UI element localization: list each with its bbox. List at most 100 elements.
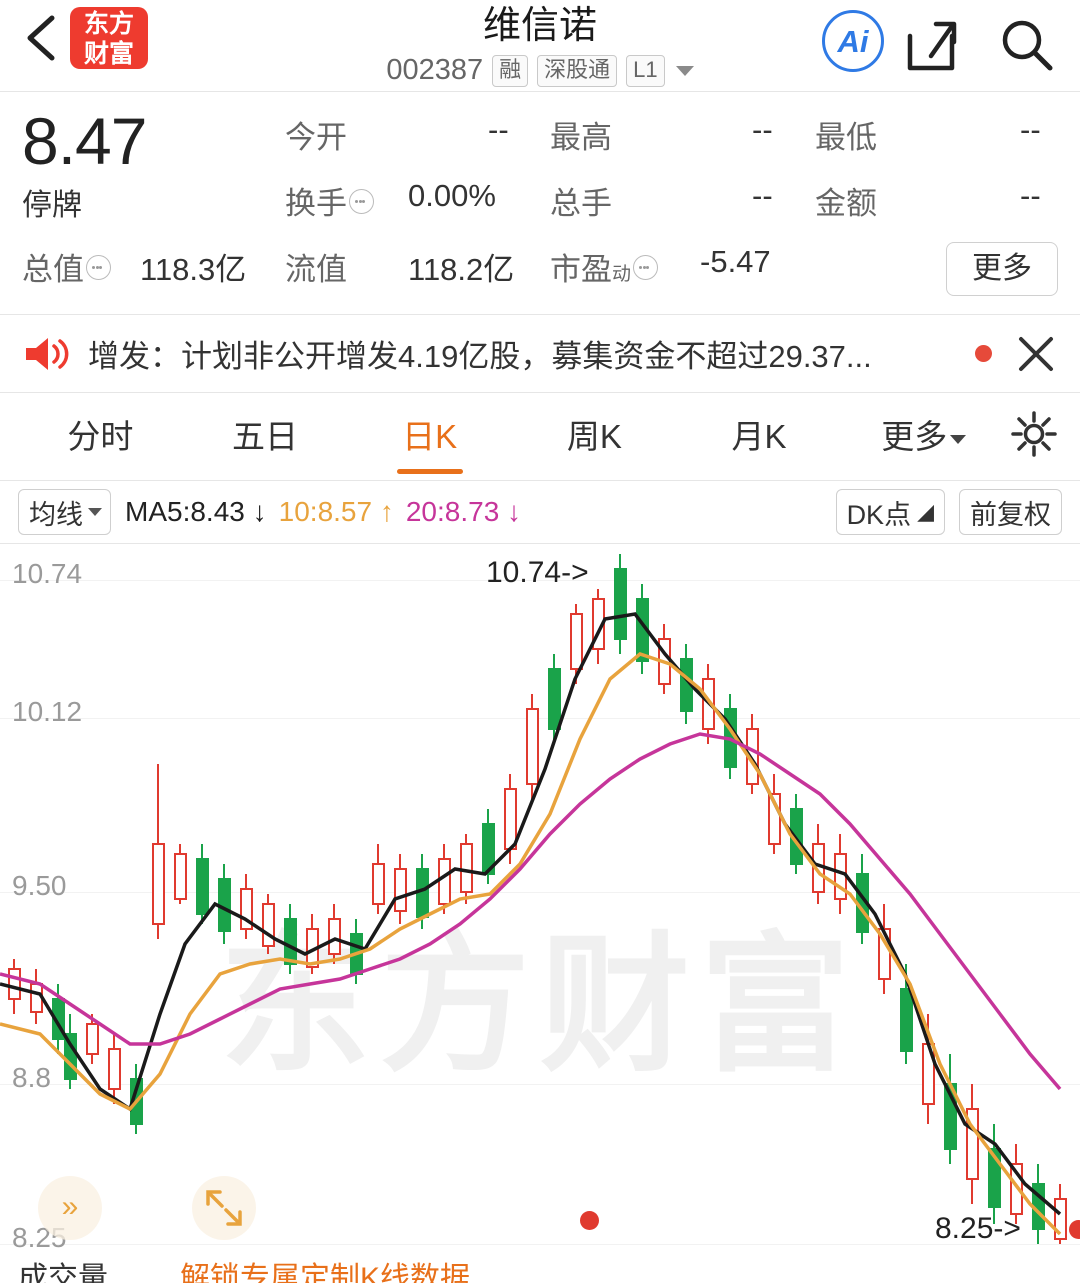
volume-row: 总手 (550, 178, 612, 223)
pe-value-wrap: -5.47 (700, 244, 771, 280)
open-value-wrap: -- (488, 112, 509, 148)
chart-period-tabs: 分时 五日 日K 周K 月K 更多 (0, 393, 1080, 481)
tab-five-day-label: 五日 (232, 418, 298, 455)
volume-value-wrap: -- (752, 178, 773, 214)
speaker-icon (22, 334, 74, 374)
gridline (0, 1084, 1080, 1085)
pe-row: 市盈 动 (550, 244, 659, 289)
chevron-down-icon (88, 508, 102, 516)
tab-weekly-k[interactable]: 周K (512, 393, 677, 480)
open-row: 今开 (285, 112, 347, 157)
high-row: 最高 (550, 112, 612, 157)
tab-more[interactable]: 更多 (841, 393, 1006, 480)
adjust-button[interactable]: 前复权 (959, 489, 1062, 535)
chevron-left-icon (27, 15, 55, 61)
gridline (0, 580, 1080, 581)
low-value-wrap: -- (1020, 112, 1041, 148)
close-icon (1019, 336, 1053, 371)
fast-forward-button[interactable]: » (38, 1176, 102, 1240)
tab-minute-label: 分时 (67, 418, 134, 455)
brand-logo-line1: 东方 (83, 10, 134, 38)
info-icon[interactable] (349, 189, 374, 214)
search-button[interactable] (996, 14, 1058, 81)
tab-weekly-k-label: 周K (566, 418, 622, 455)
ai-assistant-button[interactable]: Ai (822, 10, 884, 72)
ma10-value: 10:8.57 ↑ (278, 496, 394, 527)
current-price: 8.47 (22, 104, 147, 178)
ma5-value: MA5:8.43 ↓ (125, 496, 267, 527)
y-axis-label-3: 9.50 (12, 870, 67, 901)
dk-point-label: DK点 (846, 499, 912, 530)
ma-select-button[interactable]: 均线 (18, 489, 111, 535)
open-label: 今开 (285, 120, 347, 155)
low-row: 最低 (815, 112, 877, 157)
chevron-down-icon (950, 435, 967, 444)
brand-logo-line2: 财富 (83, 40, 134, 68)
high-value-wrap: -- (752, 112, 773, 148)
high-annotation: 10.74-> (486, 556, 589, 589)
y-axis-label-2: 10.12 (12, 696, 83, 727)
y-axis-label-1: 10.74 (12, 558, 83, 589)
tab-minute[interactable]: 分时 (18, 393, 183, 480)
dk-point-button[interactable]: DK点 ◢ (835, 489, 945, 535)
market-cap-value: 118.3亿 (140, 252, 247, 287)
notice-text: 计划非公开增发4.19亿股，募集资金不超过29.37... (181, 339, 872, 374)
tag-level[interactable]: L1 (626, 54, 665, 87)
stock-code: 002387 (386, 54, 484, 86)
candles (8, 554, 1067, 1244)
tab-daily-k-label: 日K (402, 418, 458, 455)
tab-five-day[interactable]: 五日 (183, 393, 348, 480)
ma-select-label: 均线 (29, 499, 83, 530)
search-icon (1002, 20, 1053, 71)
turnover-value: 0.00% (408, 178, 496, 213)
chevron-down-icon[interactable] (675, 65, 694, 76)
y-axis-label-4: 8.8 (12, 1062, 51, 1093)
brand-logo[interactable]: 东方 财富 (70, 7, 148, 69)
notice-bar[interactable]: 增发： 计划非公开增发4.19亿股，募集资金不超过29.37... (0, 315, 1080, 393)
turnover-row: 换手 (285, 178, 374, 223)
high-value: -- (752, 112, 773, 147)
share-icon (907, 21, 957, 71)
k-line-chart[interactable]: 东方财富 10.74 10.12 9.50 8.8 8.25 10.74-> 8… (0, 543, 1080, 1258)
share-button[interactable] (900, 14, 962, 81)
tab-more-label: 更多 (881, 418, 948, 455)
adjust-label: 前复权 (970, 499, 1051, 530)
more-button[interactable]: 更多 (946, 242, 1058, 296)
tab-monthly-k-label: 月K (731, 418, 787, 455)
amount-label: 金额 (815, 186, 877, 221)
gridline (0, 1244, 1080, 1245)
amount-value-wrap: -- (1020, 178, 1041, 214)
float-cap-value: 118.2亿 (408, 252, 515, 287)
unlock-custom-k-data-link[interactable]: 解锁专属定制K线数据 (180, 1262, 471, 1283)
notice-close-button[interactable] (1014, 332, 1058, 376)
tab-monthly-k[interactable]: 月K (677, 393, 842, 480)
amount-value: -- (1020, 178, 1041, 213)
ma-toolbar: 均线 MA5:8.43 ↓ 10:8.57 ↑ 20:8.73 ↓ DK点 ◢ … (0, 481, 1080, 543)
stock-meta-row: 002387 融 深股通 L1 (0, 54, 1080, 87)
event-marker[interactable] (580, 1211, 599, 1230)
high-label: 最高 (550, 120, 612, 155)
market-cap-row: 总值 (22, 244, 111, 289)
bottom-strip: 成交量 解锁专属定制K线数据 (0, 1253, 1080, 1283)
float-cap-value-wrap: 118.2亿 (408, 244, 514, 289)
tab-daily-k[interactable]: 日K (347, 393, 512, 480)
last-annotation: 8.25-> (935, 1212, 1021, 1245)
trading-status: 停牌 (22, 189, 82, 222)
amount-row: 金额 (815, 178, 877, 223)
last-price-marker (1069, 1220, 1080, 1239)
stock-name: 维信诺 (482, 5, 597, 47)
low-label: 最低 (815, 120, 877, 155)
app-header: 东方 财富 维信诺 002387 融 深股通 L1 Ai (0, 0, 1080, 92)
chart-settings-button[interactable] (1006, 408, 1062, 465)
notice-label: 增发： (88, 339, 181, 374)
back-button[interactable] (18, 8, 70, 68)
expand-button[interactable] (192, 1176, 256, 1240)
ma20-value: 20:8.73 ↓ (405, 496, 522, 527)
quote-panel: 8.47 停牌 今开 -- 最高 -- 最低 -- 换手 0.00% 总手 --… (0, 92, 1080, 315)
notice-dot (975, 345, 992, 362)
float-cap-label: 流值 (285, 252, 347, 287)
gear-icon (1011, 411, 1057, 457)
info-icon[interactable] (86, 255, 111, 280)
expand-icon (206, 1190, 242, 1226)
info-icon[interactable] (633, 255, 659, 280)
